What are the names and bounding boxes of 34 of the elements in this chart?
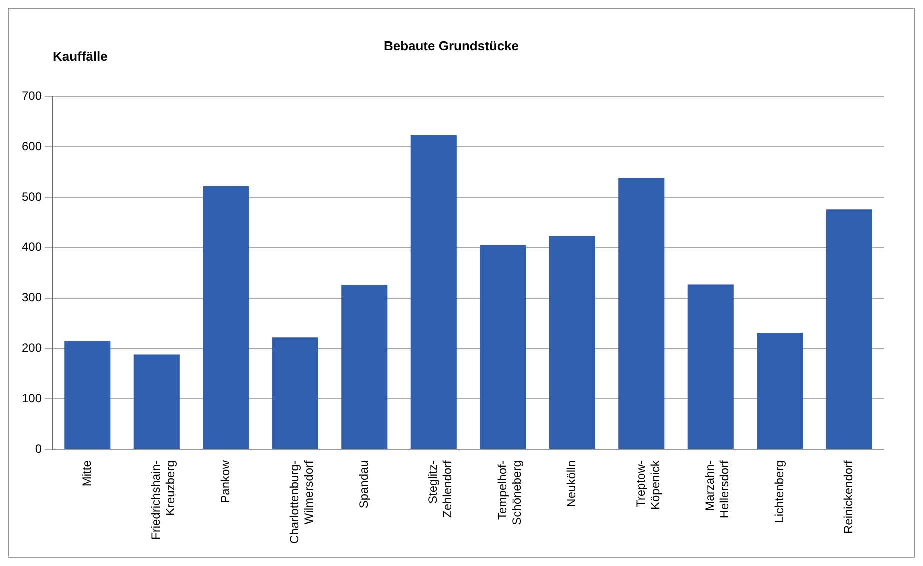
bar xyxy=(410,135,457,450)
bar xyxy=(757,333,804,450)
x-tick-label: Neukölln xyxy=(564,460,579,508)
y-tick-label: 0 xyxy=(35,442,42,456)
y-axis-title: Kauffälle xyxy=(53,49,108,64)
bar xyxy=(549,236,596,450)
bar xyxy=(342,285,388,450)
bar xyxy=(480,245,526,450)
y-tick-label: 400 xyxy=(22,240,42,254)
y-tick-label: 100 xyxy=(22,392,42,406)
x-tick-label: Friedrichshain- Kreuzberg xyxy=(149,460,178,540)
x-tick-label: Treptow- Köpenick xyxy=(634,460,662,510)
x-tick-label: Marzahn- Hellersdorf xyxy=(703,460,732,519)
x-tick-label: Reinickendorf xyxy=(842,460,856,534)
x-tick-label: Pankow xyxy=(218,460,232,504)
y-tick-label: 600 xyxy=(22,139,42,154)
y-tick-label: 300 xyxy=(22,290,42,305)
x-tick-label: Charlottenburg- Wilmersdorf xyxy=(288,460,316,544)
y-tick-label: 200 xyxy=(22,341,42,356)
bar xyxy=(203,186,250,450)
x-tick-label: Mitte xyxy=(80,460,94,487)
bar xyxy=(688,284,734,450)
bar xyxy=(134,354,180,450)
x-tick-label: Steglitz- Zehlendorf xyxy=(426,460,455,518)
y-tick-label: 700 xyxy=(22,88,42,103)
bar xyxy=(272,338,318,450)
y-tick-label: 500 xyxy=(22,190,42,204)
x-tick-label: Tempelhof- Schöneberg xyxy=(495,460,524,526)
bar xyxy=(618,178,665,450)
chart-title: Bebaute Grundstücke xyxy=(384,38,520,54)
bar xyxy=(826,210,872,450)
x-tick-label: Spandau xyxy=(356,460,371,509)
bar xyxy=(64,341,111,450)
x-tick-label: Lichtenberg xyxy=(772,460,786,524)
